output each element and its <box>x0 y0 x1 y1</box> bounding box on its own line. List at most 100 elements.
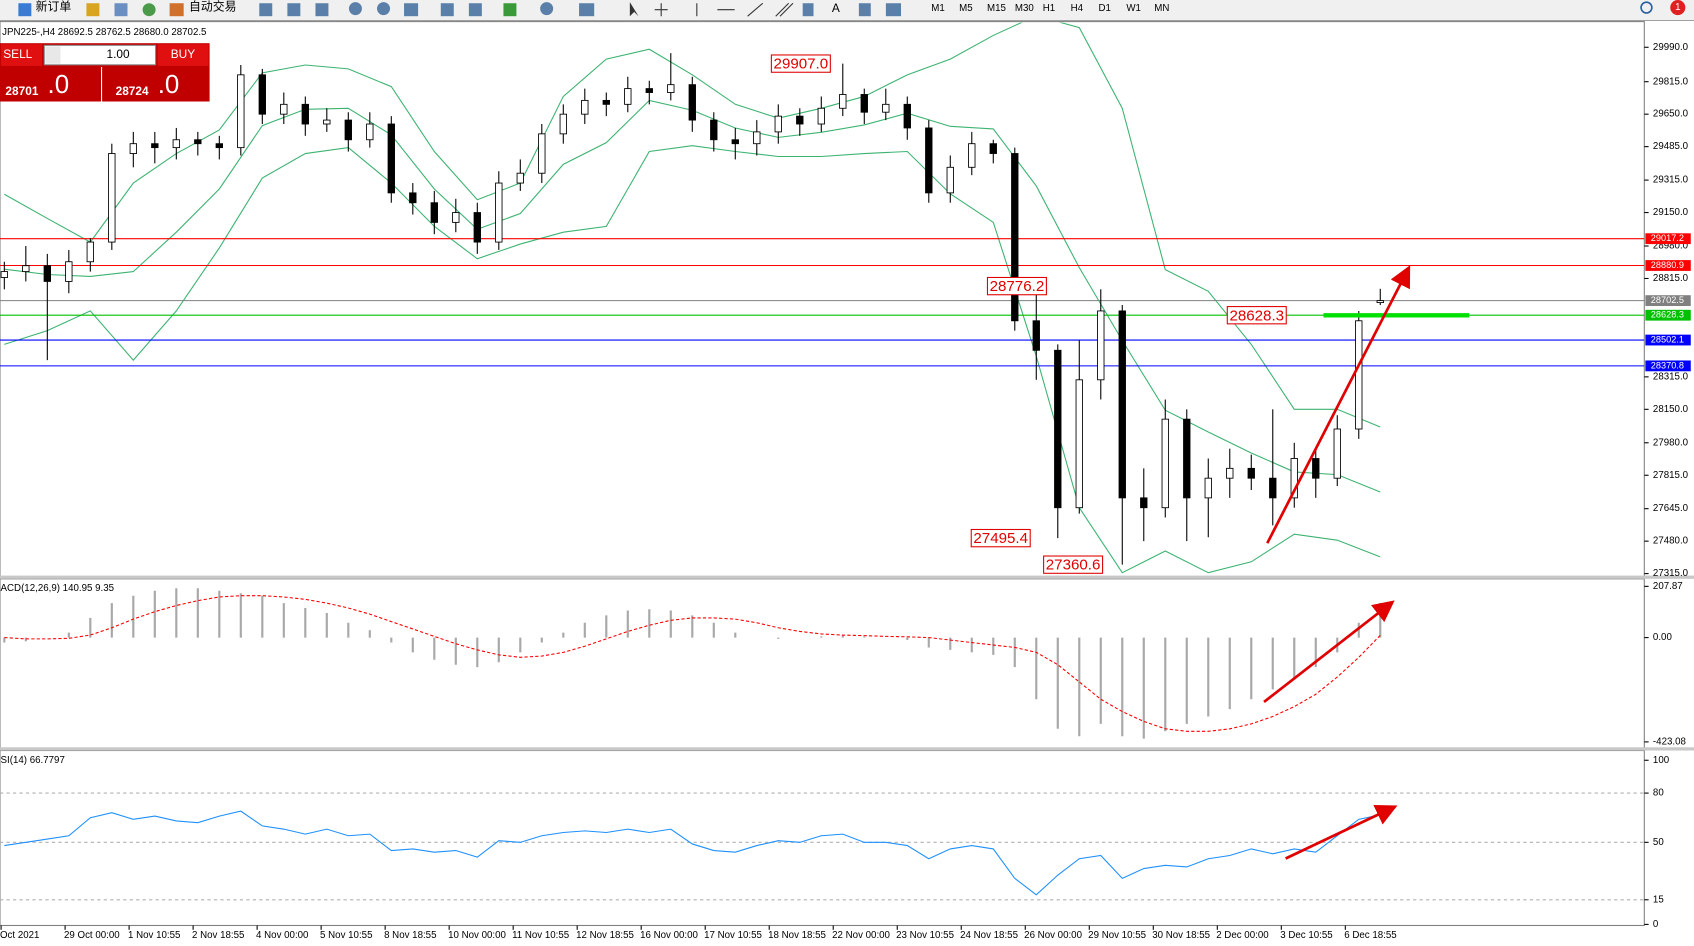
candle-body <box>710 119 718 141</box>
price-annotation-box <box>986 276 1047 296</box>
toolbar-icon[interactable] <box>259 3 273 17</box>
buy-button[interactable] <box>157 44 209 66</box>
candle-body <box>194 139 202 145</box>
price-tag-label: 28370.8 <box>1651 360 1684 370</box>
y-tick-label: 27315.0 <box>1653 568 1689 579</box>
volume-value[interactable]: 1.00 <box>107 47 131 61</box>
price-annotation: 27360.6 <box>1046 557 1101 574</box>
y-tick-label: 15 <box>1653 894 1664 905</box>
fibo-tool[interactable] <box>802 3 814 17</box>
rsi-title: RSI(14) 66.7797 <box>0 755 65 766</box>
x-tick-label: 17 Nov 10:55 <box>704 930 762 941</box>
price-annotation: 28776.2 <box>990 278 1045 295</box>
candle-body <box>946 166 954 194</box>
zoom-in[interactable] <box>348 2 362 16</box>
x-tick-label: 3 Dec 10:55 <box>1280 930 1332 941</box>
candle-body <box>86 241 94 263</box>
candle-body <box>581 99 589 115</box>
x-tick-label: 4 Nov 00:00 <box>256 930 309 941</box>
macd-title: MACD(12,26,9) 140.95 9.35 <box>0 583 114 594</box>
macd-chart <box>3 588 1382 739</box>
trend-arrow <box>1266 265 1411 544</box>
price-annotation-box <box>970 528 1031 548</box>
timeframe-button: M30 <box>1015 3 1035 14</box>
new-order-icon[interactable] <box>18 3 32 17</box>
bid-fraction[interactable]: .0 <box>48 71 70 99</box>
price-tag <box>1645 260 1691 271</box>
macd-signal-line <box>4 595 1381 732</box>
ask-price[interactable]: 28724 <box>116 84 149 98</box>
shapes-tool[interactable] <box>885 3 902 17</box>
volume-input[interactable] <box>43 44 157 66</box>
y-tick-label: 0 <box>1653 919 1659 930</box>
y-tick-label: 27480.0 <box>1653 536 1689 547</box>
search-icon[interactable] <box>1640 1 1653 14</box>
y-tick-label: 29485.0 <box>1653 141 1689 152</box>
candle-body <box>1290 458 1298 499</box>
auto-trading-icon[interactable] <box>169 3 184 17</box>
one-click-trading: SELL 1.00 BUY 28701 .0 28724 .0 <box>0 43 210 102</box>
price-annotation-box <box>1043 555 1104 574</box>
x-tick-label: 16 Nov 00:00 <box>640 930 698 941</box>
rsi-line <box>4 810 1381 896</box>
crosshair-tool[interactable] <box>654 3 668 17</box>
toolbar-icon[interactable] <box>86 3 100 17</box>
price-annotation: 28628.3 <box>1229 307 1284 324</box>
price-tag <box>1645 309 1691 321</box>
templates-button[interactable] <box>579 3 595 17</box>
buy-label[interactable]: BUY <box>171 47 196 61</box>
candle-body <box>1097 310 1105 381</box>
bollinger-lower <box>4 145 1381 574</box>
timeframe-button: M5 <box>959 3 973 14</box>
price-tag <box>1645 360 1691 372</box>
candle-body <box>65 261 73 282</box>
indicators-button[interactable] <box>503 3 517 17</box>
toolbar-icon[interactable] <box>440 3 454 17</box>
new-order-button[interactable]: 新订单 <box>36 0 72 14</box>
notification-badge[interactable] <box>1670 0 1686 16</box>
candle-body <box>1161 418 1169 509</box>
timeframe-button: MN <box>1154 3 1169 14</box>
timeframe-bar: M1 M5 M15 M30 H1 H4 D1 W1 MN <box>931 3 1169 14</box>
toolbar-icon[interactable] <box>468 3 482 17</box>
x-tick-label: 23 Nov 10:55 <box>896 930 954 941</box>
label-tool[interactable] <box>858 3 871 17</box>
candle-body <box>1075 379 1083 509</box>
candle-body <box>1376 300 1384 304</box>
y-tick-label: -423.08 <box>1653 736 1686 747</box>
toolbar-icon[interactable] <box>315 3 329 17</box>
candle-body <box>1140 497 1148 509</box>
sell-label[interactable]: SELL <box>3 47 32 61</box>
candle-body <box>1247 467 1255 479</box>
candle-body <box>1333 428 1341 479</box>
candle-body <box>1204 477 1212 499</box>
candle-body <box>323 119 331 125</box>
candle-body <box>624 88 632 105</box>
text-tool[interactable]: A <box>832 1 840 15</box>
x-tick-label: Oct 2021 <box>0 930 39 941</box>
auto-trading-button[interactable]: 自动交易 <box>189 0 237 14</box>
toolbar-icon[interactable] <box>404 3 419 17</box>
trendline-tool[interactable] <box>747 2 764 17</box>
x-tick-label: 8 Nov 18:55 <box>384 930 436 941</box>
x-tick-label: 30 Nov 18:55 <box>1152 930 1210 941</box>
candle-body <box>667 84 675 93</box>
periods-button[interactable] <box>540 2 554 16</box>
y-tick-label: 29315.0 <box>1653 175 1689 186</box>
bid-price[interactable]: 28701 <box>5 84 38 98</box>
toolbar-icon[interactable] <box>287 3 301 17</box>
candle-body <box>172 139 180 149</box>
sell-button[interactable] <box>1 44 43 66</box>
volume-down[interactable] <box>45 46 61 64</box>
x-tick-label: 18 Nov 18:55 <box>768 930 826 941</box>
candle-body <box>559 113 567 135</box>
zoom-out[interactable] <box>377 2 391 16</box>
x-tick-label: 12 Nov 18:55 <box>576 930 634 941</box>
ask-fraction[interactable]: .0 <box>158 71 180 99</box>
toolbar-icon[interactable] <box>114 3 128 17</box>
candle-body <box>108 153 116 243</box>
toolbar-icon[interactable] <box>142 3 156 17</box>
channel-tool[interactable] <box>775 2 794 17</box>
candle-body <box>22 265 30 273</box>
y-tick-label: 28815.0 <box>1653 273 1689 284</box>
